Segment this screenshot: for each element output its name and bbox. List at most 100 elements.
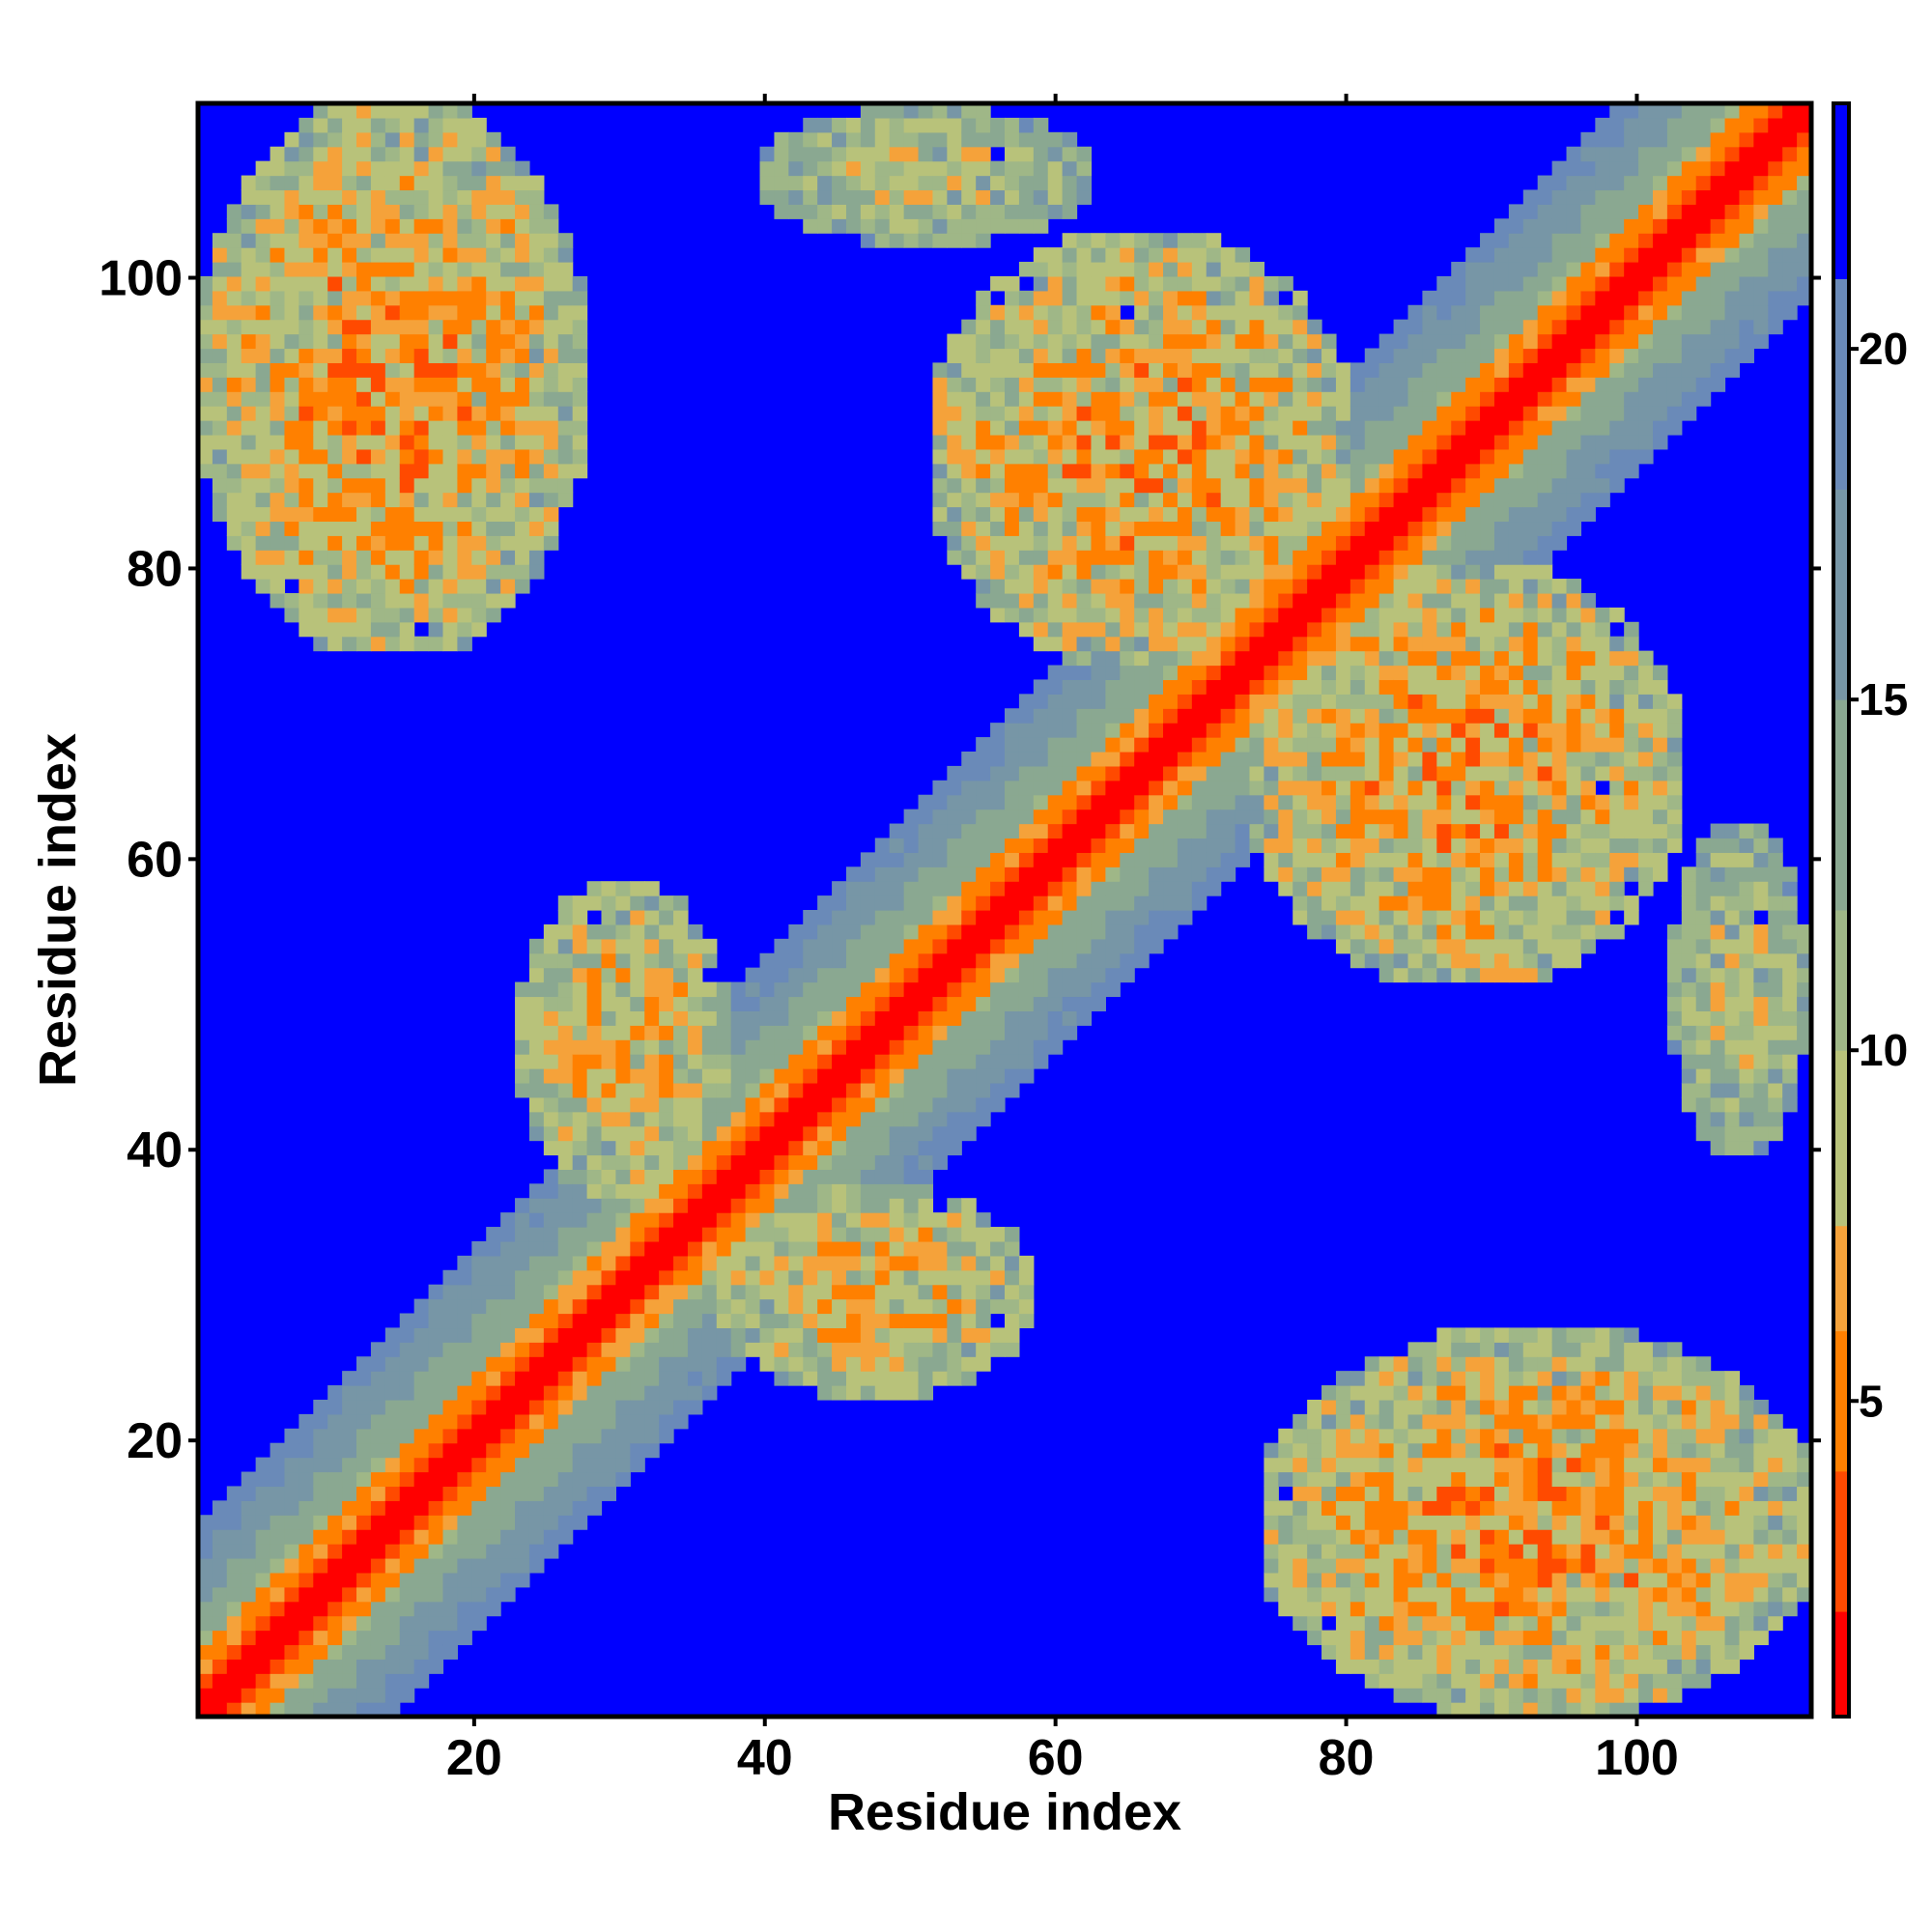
heatmap-cell xyxy=(1191,794,1208,810)
heatmap-cell xyxy=(1120,765,1135,781)
heatmap-cell xyxy=(1364,1557,1380,1574)
heatmap-cell xyxy=(832,218,847,234)
heatmap-cell xyxy=(342,391,357,407)
heatmap-cell xyxy=(1105,650,1121,667)
heatmap-cell xyxy=(759,1169,776,1184)
heatmap-cell xyxy=(1493,1442,1510,1459)
heatmap-cell xyxy=(889,1212,905,1228)
heatmap-cell xyxy=(1393,723,1409,738)
heatmap-cell xyxy=(716,1111,732,1127)
heatmap-cell xyxy=(471,463,487,479)
heatmap-cell xyxy=(413,290,430,306)
heatmap-cell xyxy=(1378,348,1395,363)
heatmap-cell xyxy=(1062,348,1078,363)
heatmap-cell xyxy=(1134,621,1150,638)
heatmap-cell xyxy=(1005,996,1020,1011)
heatmap-cell xyxy=(832,895,847,911)
heatmap-cell xyxy=(1105,290,1121,306)
heatmap-cell xyxy=(601,1025,617,1040)
heatmap-cell xyxy=(947,131,962,148)
heatmap-cell xyxy=(1364,391,1380,407)
heatmap-cell xyxy=(1163,737,1179,753)
heatmap-cell xyxy=(1091,275,1106,292)
heatmap-cell xyxy=(1508,1342,1524,1357)
heatmap-cell xyxy=(1480,679,1495,695)
heatmap-cell xyxy=(976,218,991,234)
heatmap-cell xyxy=(788,204,804,219)
heatmap-cell xyxy=(1451,679,1466,695)
heatmap-cell xyxy=(1422,550,1437,565)
heatmap-cell xyxy=(1493,434,1510,450)
heatmap-cell xyxy=(832,952,847,969)
heatmap-cell xyxy=(644,1227,660,1242)
heatmap-cell xyxy=(370,1615,386,1632)
heatmap-cell xyxy=(932,1096,948,1113)
heatmap-cell xyxy=(399,1688,415,1703)
heatmap-cell xyxy=(1120,823,1135,839)
heatmap-cell xyxy=(313,521,328,536)
heatmap-cell xyxy=(500,1356,516,1372)
heatmap-cell xyxy=(515,1240,530,1257)
heatmap-cell xyxy=(1076,592,1093,609)
heatmap-cell xyxy=(413,477,430,494)
heatmap-cell xyxy=(976,1284,991,1300)
heatmap-cell xyxy=(1436,420,1452,436)
heatmap-cell xyxy=(1451,923,1466,940)
heatmap-cell xyxy=(1321,506,1337,523)
heatmap-cell xyxy=(370,1688,386,1703)
heatmap-cell xyxy=(313,1601,328,1617)
heatmap-cell xyxy=(730,1327,747,1343)
heatmap-cell xyxy=(990,1342,1006,1357)
heatmap-cell xyxy=(1436,650,1452,667)
heatmap-cell xyxy=(1307,1486,1322,1501)
heatmap-cell xyxy=(932,823,948,839)
heatmap-cell xyxy=(1422,521,1437,536)
heatmap-cell xyxy=(212,1615,228,1632)
heatmap-cell xyxy=(500,564,516,580)
heatmap-cell xyxy=(947,910,962,925)
heatmap-cell xyxy=(903,895,920,911)
heatmap-cell xyxy=(1364,1515,1380,1530)
heatmap-cell xyxy=(745,1169,761,1184)
heatmap-cell xyxy=(342,247,357,263)
heatmap-cell xyxy=(990,406,1006,421)
heatmap-cell xyxy=(1163,477,1179,494)
heatmap-cell xyxy=(1220,751,1236,767)
heatmap-cell xyxy=(255,463,271,479)
heatmap-cell xyxy=(384,448,401,465)
heatmap-cell xyxy=(1091,391,1106,407)
heatmap-cell xyxy=(1493,780,1510,796)
heatmap-cell xyxy=(1177,910,1193,925)
heatmap-cell xyxy=(860,910,876,925)
heatmap-cell xyxy=(457,406,472,421)
heatmap-cell xyxy=(356,377,372,392)
heatmap-cell xyxy=(1407,910,1424,925)
heatmap-cell xyxy=(500,175,516,191)
heatmap-cell xyxy=(961,1269,977,1286)
heatmap-cell xyxy=(471,1529,487,1545)
heatmap-cell xyxy=(1091,838,1106,853)
heatmap-cell xyxy=(442,1342,458,1357)
heatmap-cell xyxy=(1047,247,1064,263)
heatmap-cell xyxy=(874,131,891,148)
heatmap-cell xyxy=(1062,852,1078,867)
heatmap-cell xyxy=(1235,262,1251,277)
heatmap-cell xyxy=(515,391,530,407)
heatmap-cell xyxy=(1321,333,1337,350)
heatmap-cell xyxy=(1493,1413,1510,1430)
heatmap-cell xyxy=(442,420,458,436)
heatmap-cell xyxy=(1105,952,1121,969)
heatmap-cell xyxy=(500,319,516,335)
heatmap-cell xyxy=(543,434,559,450)
heatmap-cell xyxy=(1177,448,1193,465)
heatmap-cell xyxy=(1451,290,1466,306)
heatmap-cell xyxy=(889,1356,905,1372)
heatmap-cell xyxy=(774,1039,789,1055)
heatmap-cell xyxy=(1451,910,1466,925)
heatmap-cell xyxy=(1278,881,1293,896)
heatmap-cell xyxy=(399,391,415,407)
heatmap-cell xyxy=(1451,737,1466,753)
heatmap-cell xyxy=(515,1342,530,1357)
heatmap-cell xyxy=(903,1212,920,1228)
heatmap-cell xyxy=(1335,751,1351,767)
